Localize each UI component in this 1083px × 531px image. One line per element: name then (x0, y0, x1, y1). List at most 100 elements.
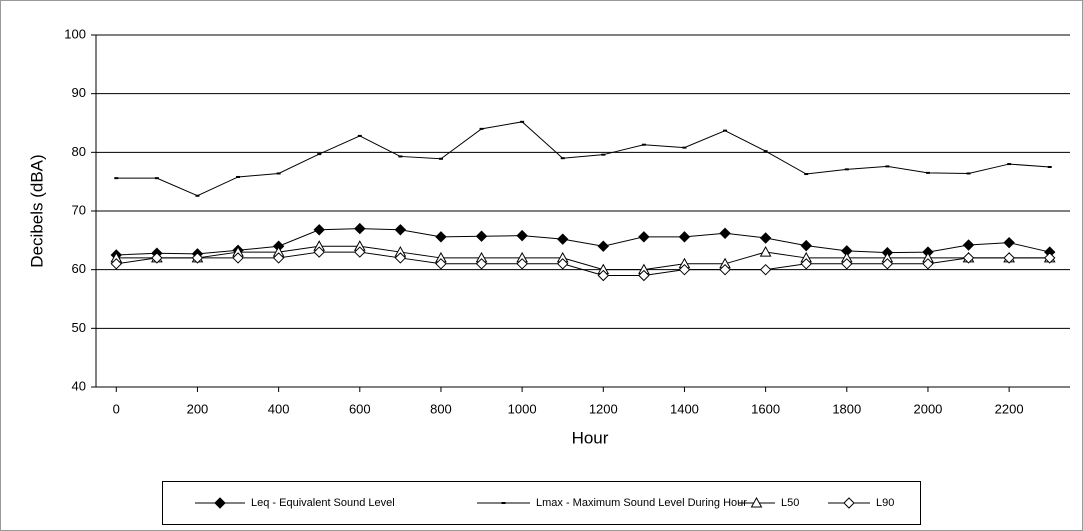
marker (110, 258, 122, 270)
series-line (116, 245, 1050, 271)
x-tick-label: 1800 (832, 401, 861, 416)
marker (641, 143, 646, 146)
marker (962, 252, 975, 264)
marker (313, 246, 325, 258)
legend-label: Leq - Equivalent Sound Level (251, 497, 395, 509)
y-tick-label: 60 (72, 261, 86, 276)
marker (151, 252, 163, 264)
marker (597, 269, 609, 282)
marker (719, 227, 731, 240)
marker (678, 263, 691, 276)
marker (276, 172, 281, 175)
marker (759, 232, 772, 244)
legend-label: L50 (781, 497, 799, 509)
x-tick-label: 1400 (670, 401, 699, 416)
marker (1047, 166, 1052, 168)
marker (438, 157, 443, 160)
marker (354, 246, 366, 258)
marker (557, 233, 569, 245)
marker (232, 252, 244, 264)
x-tick-label: 2000 (913, 401, 942, 416)
marker (475, 258, 488, 270)
marker (516, 258, 528, 270)
legend-marker (214, 497, 226, 509)
marker (638, 269, 650, 282)
marker (1003, 236, 1015, 249)
marker (236, 175, 241, 178)
marker (313, 224, 325, 236)
x-tick-label: 600 (349, 401, 371, 416)
series-line (116, 228, 1050, 256)
marker (1007, 163, 1012, 166)
y-tick-label: 50 (72, 320, 86, 335)
marker (804, 173, 809, 176)
marker (1044, 252, 1056, 264)
legend-marker (750, 496, 763, 508)
marker (800, 258, 812, 270)
marker (763, 150, 768, 153)
marker (520, 120, 525, 123)
marker (759, 246, 772, 257)
marker (394, 252, 407, 264)
marker (966, 172, 971, 175)
y-tick-label: 40 (72, 378, 86, 393)
marker (925, 171, 930, 174)
marker (841, 258, 853, 270)
marker (682, 146, 687, 149)
series-line (116, 121, 1050, 197)
marker (759, 263, 772, 276)
marker (354, 222, 366, 235)
x-tick-label: 1000 (508, 401, 537, 416)
x-tick-label: 800 (430, 401, 452, 416)
marker (844, 168, 849, 171)
marker (800, 239, 812, 252)
marker (597, 240, 609, 252)
y-tick-label: 70 (72, 202, 86, 217)
x-tick-label: 0 (113, 401, 120, 416)
y-tick-label: 90 (72, 85, 86, 100)
x-axis-title: Hour (572, 428, 609, 447)
legend-label: Lmax - Maximum Sound Level During Hour (536, 497, 747, 509)
marker (881, 258, 894, 270)
legend-label: L90 (876, 497, 894, 509)
marker (962, 239, 975, 251)
marker (479, 127, 484, 130)
x-tick-label: 1200 (589, 401, 618, 416)
legend-box (162, 481, 921, 525)
marker (885, 165, 890, 168)
marker (114, 177, 119, 180)
marker (922, 258, 934, 270)
marker (317, 153, 322, 156)
marker (394, 224, 407, 236)
legend-marker (843, 497, 855, 509)
marker (601, 153, 606, 156)
marker (516, 229, 528, 242)
marker (191, 252, 204, 264)
marker (272, 252, 285, 264)
series-line (116, 251, 1050, 277)
y-axis-title: Decibels (dBA) (27, 154, 46, 267)
marker (1003, 252, 1015, 264)
legend-marker (501, 502, 506, 504)
marker (719, 263, 731, 276)
marker (154, 177, 159, 180)
marker (398, 155, 403, 158)
y-tick-label: 80 (72, 144, 86, 159)
marker (357, 134, 362, 137)
marker (435, 231, 447, 243)
x-tick-label: 200 (187, 401, 209, 416)
marker (557, 258, 569, 270)
marker (195, 194, 200, 197)
marker (638, 231, 650, 243)
x-tick-label: 1600 (751, 401, 780, 416)
marker (560, 157, 565, 160)
y-tick-label: 100 (64, 26, 86, 41)
x-tick-label: 2200 (995, 401, 1024, 416)
marker (723, 129, 728, 132)
marker (678, 231, 691, 243)
marker (475, 230, 488, 242)
x-tick-label: 400 (268, 401, 290, 416)
